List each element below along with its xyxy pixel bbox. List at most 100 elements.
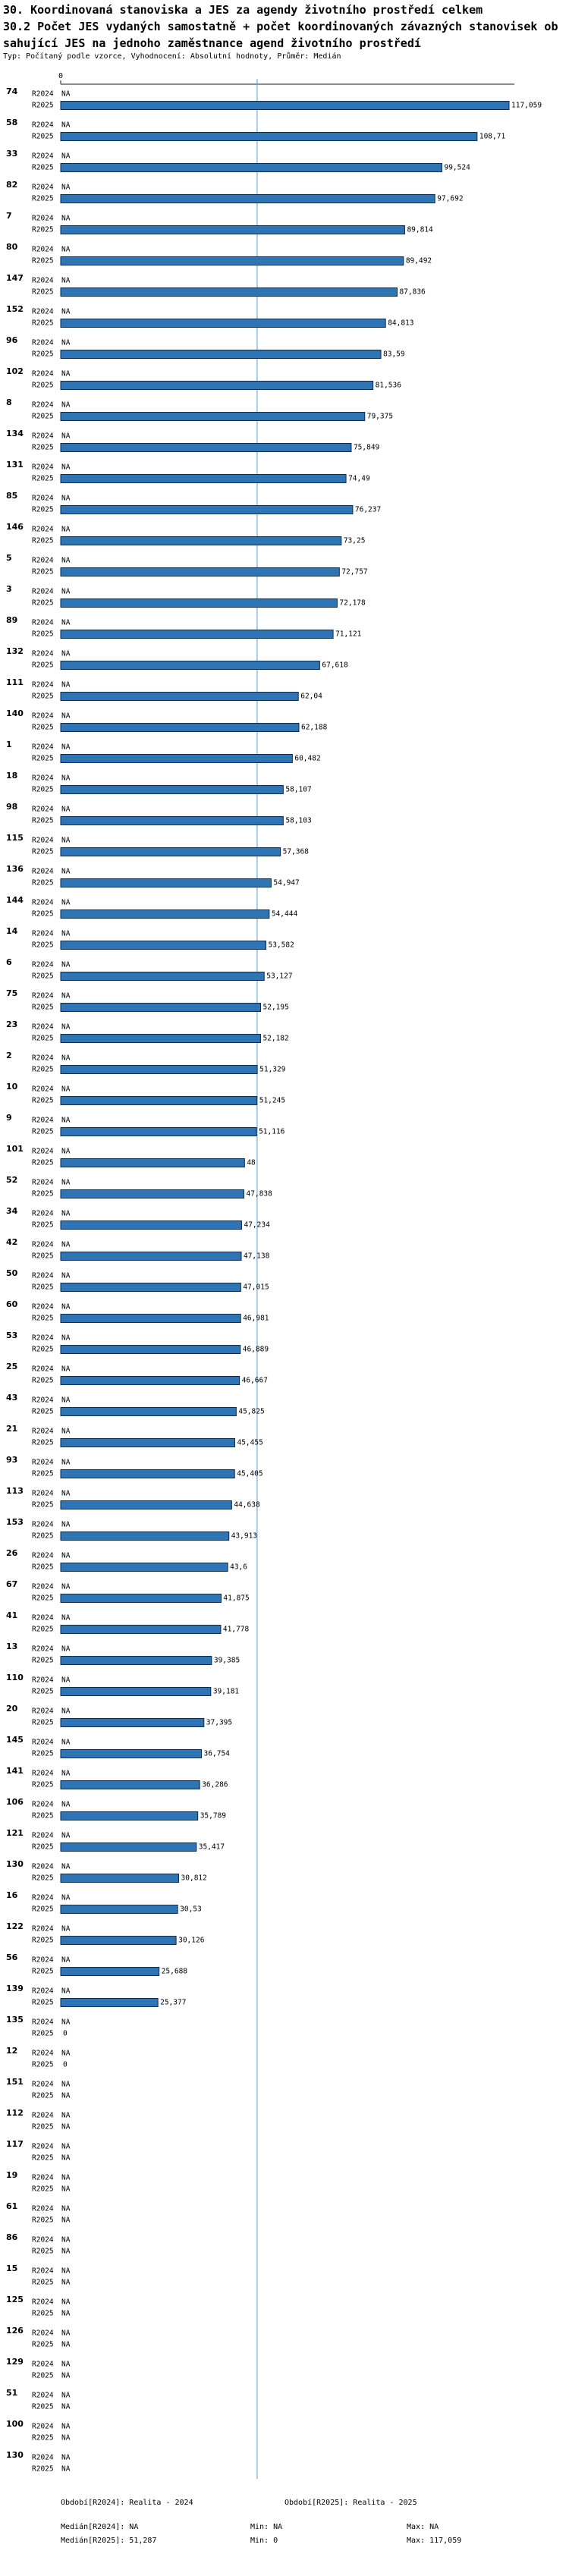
series-label-r2025: R2025 xyxy=(32,1999,54,2007)
max-r2024-label: Max: NA xyxy=(407,2523,439,2531)
series-label-r2025: R2025 xyxy=(32,568,54,576)
category-label: 23 xyxy=(6,1019,17,1029)
category-group: 121 R2024 NA R2025 35,417 xyxy=(6,1828,225,1852)
series-label-r2024: R2024 xyxy=(32,1770,54,1778)
series-label-r2024: R2024 xyxy=(32,1521,54,1529)
value-label-r2025: 30,126 xyxy=(178,1937,205,1945)
category-group: 60 R2024 NA R2025 46,981 xyxy=(6,1299,269,1323)
category-group: 85 R2024 NA R2025 76,237 xyxy=(6,491,381,514)
series-label-r2024: R2024 xyxy=(32,806,54,814)
bar-r2025 xyxy=(60,661,320,670)
series-label-r2024: R2024 xyxy=(32,2267,54,2276)
category-label: 113 xyxy=(6,1486,24,1496)
series-label-r2025: R2025 xyxy=(32,1097,54,1105)
value-label-r2025: 52,182 xyxy=(262,1035,288,1043)
max-r2025-label: Max: 117,059 xyxy=(407,2537,462,2545)
category-group: 135 R2024 NA R2025 0 xyxy=(6,2015,71,2038)
series-label-r2024: R2024 xyxy=(32,1179,54,1187)
series-label-r2025: R2025 xyxy=(32,444,54,452)
bar-r2025 xyxy=(60,847,281,856)
na-label-r2025: NA xyxy=(61,2154,71,2163)
series-label-r2024: R2024 xyxy=(32,308,54,316)
category-label: 33 xyxy=(6,149,17,159)
series-label-r2025: R2025 xyxy=(32,755,54,763)
series-label-r2024: R2024 xyxy=(32,121,54,130)
series-label-r2025: R2025 xyxy=(32,195,54,203)
series-label-r2025: R2025 xyxy=(32,1439,54,1447)
series-label-r2025: R2025 xyxy=(32,1221,54,1230)
category-label: 121 xyxy=(6,1828,24,1838)
chart-title-line-1: 30. Koordinovaná stanoviska a JES za age… xyxy=(3,3,483,17)
category-label: 67 xyxy=(6,1579,17,1589)
bar-r2025 xyxy=(60,941,267,950)
series-label-r2025: R2025 xyxy=(32,382,54,390)
series-label-r2025: R2025 xyxy=(32,1252,54,1261)
period-r2025-label: Období[R2025]: Realita - 2025 xyxy=(284,2499,417,2507)
na-label-r2024: NA xyxy=(61,308,71,316)
value-label-r2025: 74,49 xyxy=(348,475,370,483)
value-label-r2025: 43,6 xyxy=(230,1563,247,1572)
series-label-r2024: R2024 xyxy=(32,463,54,472)
category-label: 130 xyxy=(6,1859,24,1869)
series-label-r2025: R2025 xyxy=(32,2279,54,2287)
period-r2024-label: Období[R2024]: Realita - 2024 xyxy=(61,2499,193,2507)
category-label: 125 xyxy=(6,2295,24,2304)
category-label: 122 xyxy=(6,1921,24,1931)
category-group: 67 R2024 NA R2025 41,875 xyxy=(6,1579,250,1603)
category-group: 53 R2024 NA R2025 46,889 xyxy=(6,1330,269,1354)
value-label-r2025: 51,245 xyxy=(259,1097,285,1105)
series-label-r2025: R2025 xyxy=(32,537,54,545)
category-label: 80 xyxy=(6,242,18,252)
na-label-r2024: NA xyxy=(61,2143,71,2151)
category-group: 131 R2024 NA R2025 74,49 xyxy=(6,460,370,483)
series-label-r2025: R2025 xyxy=(32,1159,54,1167)
category-label: 25 xyxy=(6,1362,17,1371)
category-group: 86 R2024 NA R2025 NA xyxy=(6,2232,71,2256)
na-label-r2024: NA xyxy=(61,1334,71,1343)
series-label-r2025: R2025 xyxy=(32,2030,54,2038)
series-label-r2024: R2024 xyxy=(32,1676,54,1685)
bar-r2025 xyxy=(60,1096,258,1105)
series-label-r2024: R2024 xyxy=(32,588,54,596)
value-label-r2025: 47,838 xyxy=(247,1190,273,1198)
bar-r2025 xyxy=(60,878,272,887)
series-label-r2024: R2024 xyxy=(32,1801,54,1809)
category-label: 12 xyxy=(6,2046,17,2056)
series-label-r2025: R2025 xyxy=(32,972,54,981)
na-label-r2024: NA xyxy=(61,743,71,752)
series-label-r2025: R2025 xyxy=(32,879,54,887)
category-group: 16 R2024 NA R2025 30,53 xyxy=(6,1890,202,1914)
category-group: 10 R2024 NA R2025 51,245 xyxy=(6,1082,285,1105)
min-r2025-label: Min: 0 xyxy=(250,2537,278,2545)
series-label-r2024: R2024 xyxy=(32,1459,54,1467)
series-label-r2024: R2024 xyxy=(32,774,54,783)
na-label-r2025: NA xyxy=(61,2372,71,2380)
series-label-r2024: R2024 xyxy=(32,930,54,938)
category-group: 93 R2024 NA R2025 45,405 xyxy=(6,1455,263,1478)
value-label-r2025: 117,059 xyxy=(511,102,542,110)
series-label-r2025: R2025 xyxy=(32,2434,54,2442)
category-group: 151 R2024 NA R2025 NA xyxy=(6,2077,71,2100)
series-label-r2024: R2024 xyxy=(32,712,54,721)
na-label-r2024: NA xyxy=(61,1925,71,1934)
bar-r2025 xyxy=(60,101,510,110)
na-label-r2024: NA xyxy=(61,1428,71,1436)
category-label: 96 xyxy=(6,335,18,345)
category-group: 125 R2024 NA R2025 NA xyxy=(6,2295,71,2318)
category-label: 2 xyxy=(6,1051,12,1060)
category-label: 100 xyxy=(6,2419,24,2429)
series-label-r2025: R2025 xyxy=(32,102,54,110)
category-label: 19 xyxy=(6,2170,17,2180)
na-label-r2024: NA xyxy=(61,1894,71,1902)
na-label-r2024: NA xyxy=(61,1832,71,1840)
value-label-r2025: 60,482 xyxy=(294,755,320,763)
series-label-r2025: R2025 xyxy=(32,1315,54,1323)
na-label-r2025: NA xyxy=(61,2434,71,2442)
series-label-r2025: R2025 xyxy=(32,1128,54,1136)
bar-r2025 xyxy=(60,1220,242,1230)
na-label-r2024: NA xyxy=(61,463,71,472)
na-label-r2025: NA xyxy=(61,2341,71,2349)
category-group: 136 R2024 NA R2025 54,947 xyxy=(6,864,300,887)
bar-r2025 xyxy=(60,474,347,483)
